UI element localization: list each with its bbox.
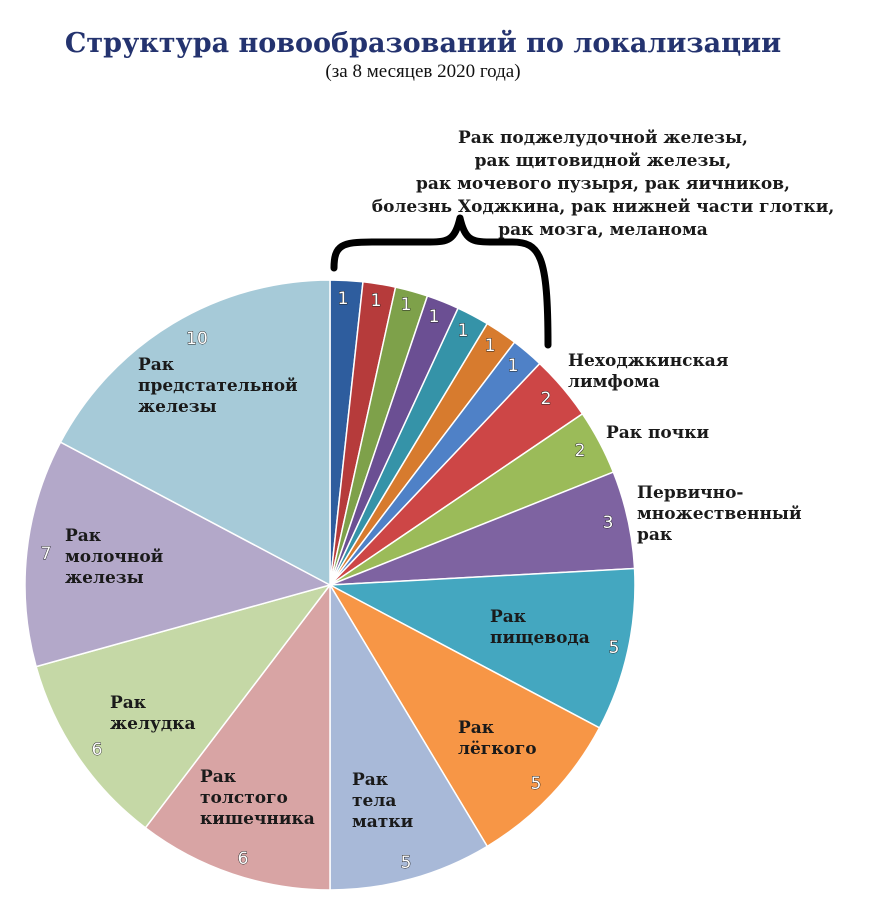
slice-value-label: 1 (429, 307, 440, 327)
slice-value-label: 1 (508, 356, 519, 376)
curly-bracket (330, 214, 552, 349)
slice-category-label: Рак тела матки (352, 770, 414, 832)
pie-slices (24, 279, 636, 891)
slice-category-label: Рак желудка (110, 693, 195, 734)
slice-category-label: Рак лёгкого (458, 718, 537, 759)
chart-subtitle: (за 8 месяцев 2020 года) (325, 61, 520, 82)
slice-value-label: 5 (609, 638, 620, 658)
slice-value-label: 10 (186, 329, 208, 349)
slice-value-label: 1 (485, 336, 496, 356)
slice-value-label: 1 (338, 289, 349, 309)
pie-slice-11 (327, 583, 601, 848)
slice-value-label: 6 (238, 849, 249, 869)
chart-title: Структура новообразований по локализации (65, 28, 781, 59)
bracket-note-line: болезнь Ходжкина, рак нижней части глотк… (372, 197, 835, 217)
slice-category-label: Рак молочной железы (65, 526, 164, 588)
pie-slice-13 (144, 582, 331, 891)
slice-value-label: 1 (401, 295, 412, 315)
pie-slice-15 (24, 441, 333, 668)
slice-category-label: Неходжкинская лимфома (568, 351, 728, 392)
pie-slice-12 (329, 582, 489, 891)
slice-value-label: 1 (458, 321, 469, 341)
bracket-note-line: рак щитовидной железы, (475, 151, 732, 171)
pie-slice-14 (35, 583, 332, 829)
pie-slice-10 (327, 567, 636, 729)
pie-slice-16 (59, 279, 331, 587)
slice-category-label: Рак толстого кишечника (200, 767, 315, 829)
bracket-note-line: рак мочевого пузыря, рак яичников, (416, 174, 790, 194)
slice-category-label: Первично-множественный рак (637, 483, 802, 545)
bracket-note: Рак поджелудочной железы, рак щитовидной … (372, 128, 835, 240)
slice-value-label: 2 (575, 441, 586, 461)
slice-category-label: Рак предстательной железы (138, 355, 298, 417)
slice-value-label: 5 (531, 774, 542, 794)
slice-category-label: Рак почки (606, 423, 709, 443)
slice-value-label: 6 (92, 740, 103, 760)
bracket-note-line: рак мозга, меланома (498, 220, 707, 240)
bracket-note-line: Рак поджелудочной железы, (458, 128, 748, 148)
pie-category-labels: Неходжкинская лимфома Рак почки Первично-мн… (65, 351, 802, 832)
slice-category-label: Рак пищевода (490, 607, 590, 648)
slice-value-label: 2 (541, 389, 552, 409)
slice-value-label: 5 (401, 853, 412, 873)
slice-value-label: 7 (41, 544, 52, 564)
slice-value-label: 3 (603, 513, 614, 533)
slice-value-label: 1 (371, 291, 382, 311)
